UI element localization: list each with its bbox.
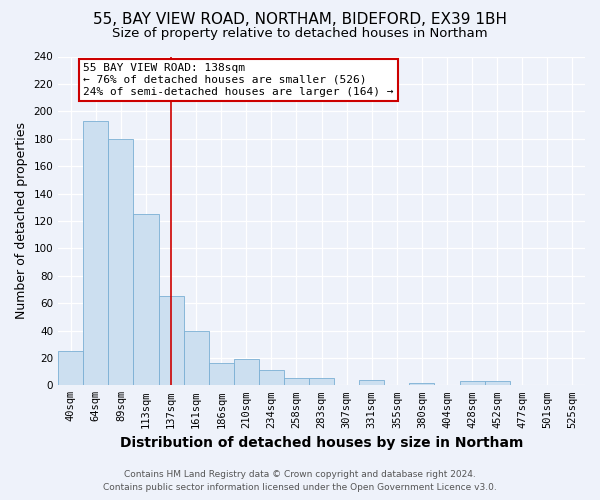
Bar (209, 364, 234, 386)
Bar (158, 296, 184, 386)
Bar (234, 360, 259, 386)
Y-axis label: Number of detached properties: Number of detached properties (15, 122, 28, 320)
Text: 55, BAY VIEW ROAD, NORTHAM, BIDEFORD, EX39 1BH: 55, BAY VIEW ROAD, NORTHAM, BIDEFORD, EX… (93, 12, 507, 28)
Text: Size of property relative to detached houses in Northam: Size of property relative to detached ho… (112, 28, 488, 40)
Bar (409, 382, 434, 386)
X-axis label: Distribution of detached houses by size in Northam: Distribution of detached houses by size … (120, 436, 523, 450)
Bar (284, 378, 309, 386)
Text: 55 BAY VIEW ROAD: 138sqm
← 76% of detached houses are smaller (526)
24% of semi-: 55 BAY VIEW ROAD: 138sqm ← 76% of detach… (83, 64, 394, 96)
Bar (259, 370, 284, 386)
Bar (58, 351, 83, 386)
Bar (309, 378, 334, 386)
Bar (485, 381, 510, 386)
Bar (184, 330, 209, 386)
Bar (133, 214, 158, 386)
Bar (460, 381, 485, 386)
Bar (359, 380, 385, 386)
Text: Contains HM Land Registry data © Crown copyright and database right 2024.
Contai: Contains HM Land Registry data © Crown c… (103, 470, 497, 492)
Bar (83, 121, 109, 386)
Bar (109, 138, 133, 386)
